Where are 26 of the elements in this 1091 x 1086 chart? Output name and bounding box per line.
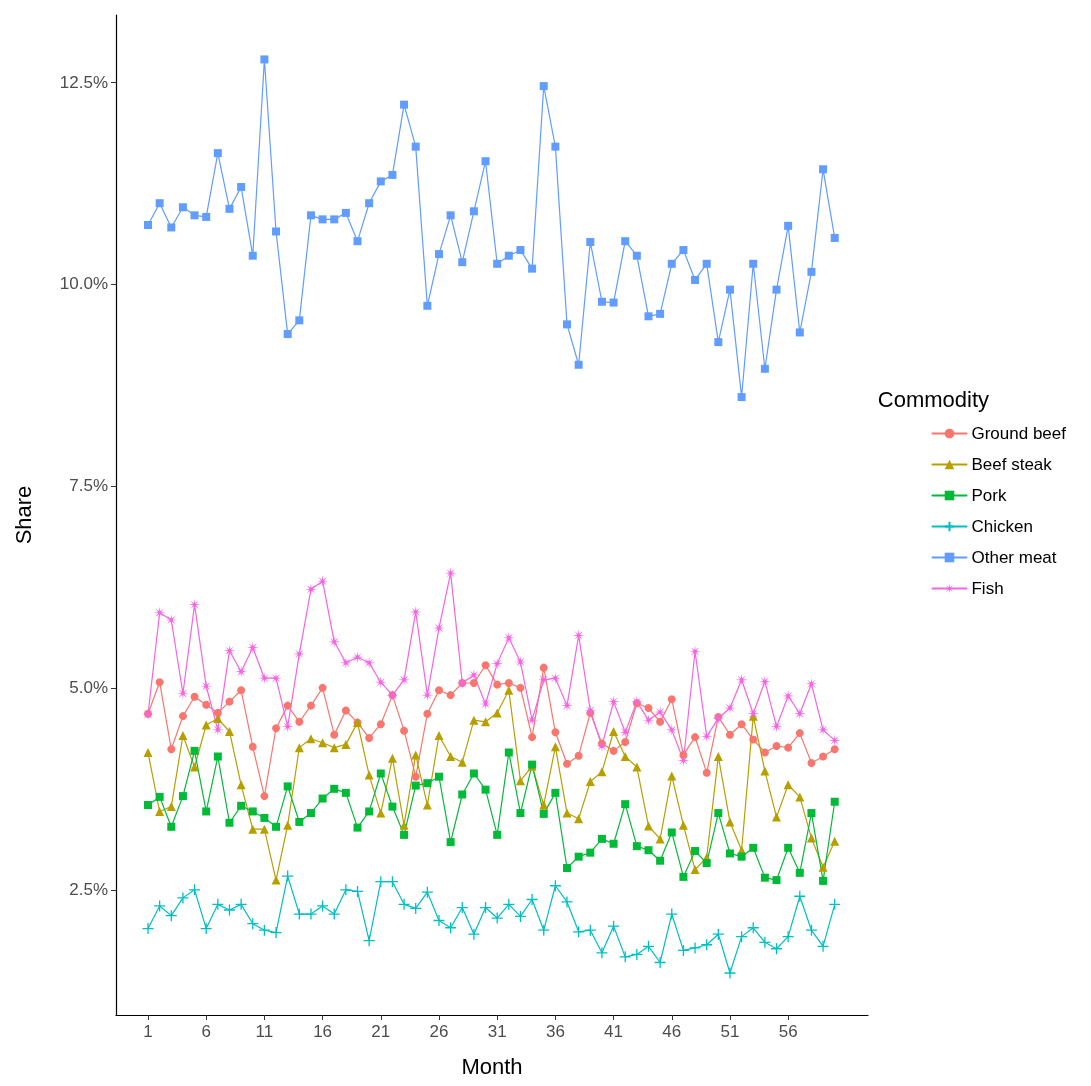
x-tick-label: 41	[604, 1022, 624, 1041]
legend-label: Ground beef	[971, 424, 1067, 443]
x-tick-label: 21	[371, 1022, 391, 1041]
x-tick-label: 11	[255, 1022, 274, 1041]
legend-label: Beef steak	[971, 455, 1053, 474]
x-tick-label: 1	[143, 1022, 153, 1041]
y-tick-label: 5.0%	[69, 678, 108, 698]
y-tick-label: 12.5%	[59, 72, 108, 92]
legend-label: Pork	[971, 486, 1007, 505]
legend-label: Chicken	[971, 517, 1033, 536]
x-axis-title: Month	[461, 1053, 523, 1079]
legend-label: Other meat	[971, 548, 1057, 567]
x-tick-label: 51	[720, 1022, 740, 1041]
y-tick-label: 2.5%	[69, 880, 108, 900]
y-axis-title: Share	[10, 485, 36, 545]
legend-label: Fish	[971, 579, 1004, 598]
x-tick-label: 36	[545, 1022, 565, 1041]
legend-title: Commodity	[877, 386, 989, 412]
x-tick-label: 31	[487, 1022, 507, 1041]
x-tick-label: 6	[201, 1022, 211, 1041]
x-tick-label: 46	[662, 1022, 682, 1041]
x-tick-label: 56	[778, 1022, 798, 1041]
y-tick-label: 7.5%	[69, 476, 108, 496]
y-tick-label: 10.0%	[59, 274, 108, 294]
x-tick-label: 16	[313, 1022, 333, 1041]
x-tick-label: 26	[429, 1022, 449, 1041]
